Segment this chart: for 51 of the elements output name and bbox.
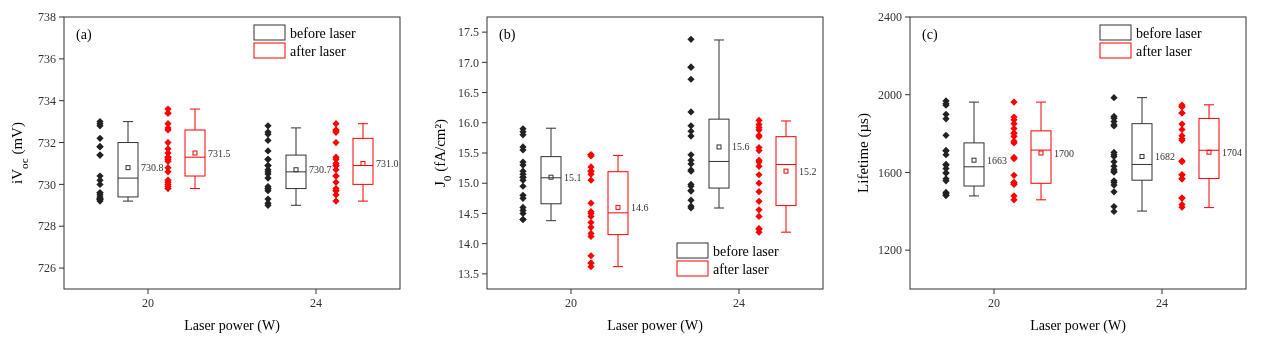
text: 1700 <box>1054 147 1074 159</box>
legend-label: after laser <box>290 43 346 59</box>
text: 1704 <box>1222 146 1242 158</box>
y-tick-label: 1200 <box>878 243 902 258</box>
x-tick-label: 20 <box>565 296 577 310</box>
x-tick-label: 24 <box>733 296 745 310</box>
y-tick-label: 728 <box>38 219 56 234</box>
y-tick-label: 14.0 <box>458 236 479 251</box>
text: 15.6 <box>732 141 750 153</box>
legend-label: before laser <box>1136 25 1203 41</box>
y-tick-label: 15.0 <box>458 176 479 191</box>
text: 1682 <box>1155 151 1175 162</box>
y-tick-label: 13.5 <box>458 267 479 282</box>
text: 731.5 <box>208 147 231 159</box>
y-tick-label: 738 <box>38 10 56 25</box>
y-tick-label: 1600 <box>878 165 902 180</box>
y-tick-label: 15.5 <box>458 146 479 161</box>
text: 15.1 <box>564 171 582 183</box>
x-tick-label: 20 <box>988 296 1000 310</box>
y-tick-label: 17.0 <box>458 55 479 70</box>
text: 14.6 <box>631 201 649 213</box>
annotation: (a) <box>76 27 92 43</box>
text: 730.8 <box>141 162 164 174</box>
y-tick-label: 2000 <box>878 87 902 102</box>
y-tick-label: 730 <box>38 177 56 192</box>
y-tick-label: 736 <box>38 52 56 67</box>
x-axis-title: Laser power (W) <box>1030 318 1127 334</box>
legend-label: after laser <box>713 261 769 277</box>
annotation: (c) <box>922 27 938 43</box>
annotation: (b) <box>499 27 516 43</box>
y-tick-label: 726 <box>38 261 56 276</box>
x-tick-label: 24 <box>310 296 322 310</box>
x-tick-label: 24 <box>1156 296 1168 310</box>
y-tick-label: 16.5 <box>458 85 479 100</box>
y-tick-label: 2400 <box>878 10 902 25</box>
legend-label: after laser <box>1136 43 1192 59</box>
text: 15.2 <box>799 165 817 177</box>
y-axis-title: Lifetime (µs) <box>855 113 872 193</box>
x-tick-label: 20 <box>142 296 154 310</box>
x-axis-title: Laser power (W) <box>607 318 704 334</box>
legend-label: before laser <box>290 25 357 41</box>
y-tick-label: 732 <box>38 135 56 150</box>
y-tick-label: 16.0 <box>458 115 479 130</box>
y-tick-label: 14.5 <box>458 206 479 221</box>
legend-label: before laser <box>713 243 780 259</box>
text: 1663 <box>987 154 1007 166</box>
y-tick-label: 734 <box>38 93 56 108</box>
x-axis-title: Laser power (W) <box>184 318 281 334</box>
text: 731.0 <box>376 157 399 169</box>
text: 730.7 <box>309 164 332 176</box>
y-tick-label: 17.5 <box>458 25 479 40</box>
